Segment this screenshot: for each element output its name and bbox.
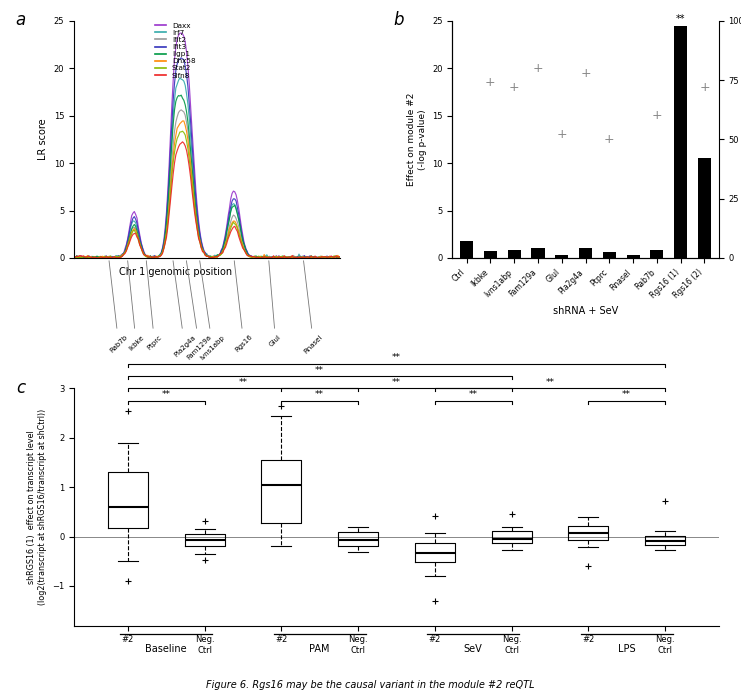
Text: c: c — [16, 379, 25, 397]
Text: Figure 6. Rgs16 may be the causal variant in the module #2 reQTL: Figure 6. Rgs16 may be the causal varian… — [206, 680, 535, 690]
Text: +: + — [533, 62, 543, 75]
Text: Ikbke: Ikbke — [127, 261, 144, 351]
Bar — [603, 252, 616, 258]
Text: Pla2g4a: Pla2g4a — [173, 261, 196, 358]
Text: Fam129a: Fam129a — [186, 261, 213, 361]
Text: **: ** — [392, 378, 401, 387]
Text: **: ** — [239, 378, 247, 387]
Bar — [698, 158, 711, 258]
Text: Chr 1 genomic position: Chr 1 genomic position — [119, 268, 232, 277]
Text: Rnasel: Rnasel — [303, 261, 324, 354]
Text: PAM: PAM — [310, 644, 330, 654]
Text: Baseline: Baseline — [145, 644, 187, 654]
Text: **: ** — [315, 391, 325, 399]
Bar — [484, 252, 497, 258]
Text: **: ** — [162, 391, 170, 399]
Text: **: ** — [468, 391, 478, 399]
Bar — [555, 254, 568, 258]
Bar — [508, 250, 521, 258]
Text: +: + — [700, 81, 710, 94]
Text: a: a — [16, 11, 26, 29]
Text: **: ** — [545, 378, 554, 387]
Text: +: + — [604, 133, 615, 146]
Text: SeV: SeV — [464, 644, 482, 654]
Text: +: + — [651, 109, 662, 122]
Text: **: ** — [315, 366, 325, 375]
Bar — [460, 241, 473, 258]
Text: Rgs16: Rgs16 — [234, 261, 253, 354]
Bar — [579, 249, 592, 258]
Y-axis label: LR score: LR score — [39, 119, 48, 161]
Text: Ptprc: Ptprc — [146, 261, 163, 351]
Text: b: b — [393, 11, 405, 29]
Text: LPS: LPS — [618, 644, 636, 654]
Legend: Daxx, Irf7, Ifit2, Ifit3, Iigp1, Dhx58, Stat2, Slfn8: Daxx, Irf7, Ifit2, Ifit3, Iigp1, Dhx58, … — [153, 19, 199, 81]
Y-axis label: Effect on module #2
(-log p-value): Effect on module #2 (-log p-value) — [408, 92, 427, 186]
Bar — [627, 254, 639, 258]
Text: Ivns1abp: Ivns1abp — [199, 261, 226, 361]
Text: **: ** — [622, 391, 631, 399]
Text: +: + — [485, 76, 496, 89]
Bar — [674, 26, 687, 258]
Bar — [651, 250, 663, 258]
Bar — [531, 247, 545, 258]
Text: **: ** — [676, 14, 685, 24]
X-axis label: shRNA + SeV: shRNA + SeV — [553, 306, 618, 316]
Text: Glul: Glul — [268, 261, 282, 348]
Y-axis label: shRGS16 (1)  effect on transcript level
(log2(transcript at shRGS16/transcript a: shRGS16 (1) effect on transcript level (… — [27, 409, 47, 605]
Text: Rab7b: Rab7b — [109, 261, 129, 354]
Text: **: ** — [392, 353, 401, 362]
Text: +: + — [556, 128, 567, 141]
Text: +: + — [509, 81, 519, 94]
Text: +: + — [580, 67, 591, 79]
